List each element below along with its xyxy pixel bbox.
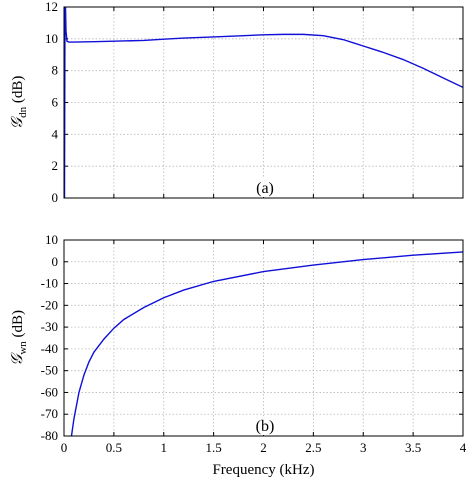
x-tick-label: 2.5: [305, 440, 321, 455]
series-line: [70, 251, 463, 436]
y-axis-unit: (dB): [10, 76, 26, 107]
x-tick-label: 2: [260, 440, 267, 455]
x-tick-label: 3.5: [405, 440, 421, 455]
y-axis-subscript: dn: [17, 106, 29, 118]
y-tick-label: 10: [45, 232, 58, 247]
y-axis-symbol: 𝒢: [7, 115, 26, 129]
y-tick-label: -10: [41, 276, 58, 291]
x-tick-label: 3: [360, 440, 367, 455]
x-axis-label: Frequency (kHz): [212, 462, 314, 478]
plot-border: [63, 6, 464, 199]
x-tick-label: 0: [61, 440, 68, 455]
x-tick-label: 0.5: [106, 440, 122, 455]
y-axis-label: 𝒢wn (dB): [7, 310, 29, 366]
y-axis-label: 𝒢dn (dB): [7, 76, 29, 130]
y-tick-label: 2: [52, 158, 59, 173]
y-tick-label: -50: [41, 363, 58, 378]
plot-border: [63, 239, 464, 437]
panel-a: 0 2 4 6 8 10 12 (a) 𝒢dn (dB): [7, 0, 464, 205]
x-tick-label: 4: [460, 440, 467, 455]
y-tick-label: -80: [41, 428, 58, 443]
panel-label-bg: [250, 178, 280, 197]
panel-label-bg: [250, 416, 280, 435]
y-axis-unit: (dB): [10, 310, 26, 341]
y-tick-label: 6: [52, 95, 59, 110]
y-tick-label: 4: [52, 126, 59, 141]
y-tick-label: -20: [41, 297, 58, 312]
y-tick-label: 0: [52, 254, 59, 269]
y-tick-label: -60: [41, 384, 58, 399]
y-tick-label: -70: [41, 406, 58, 421]
y-tick-label: 12: [45, 0, 58, 14]
series-line: [64, 7, 463, 198]
y-tick-label: 8: [52, 63, 59, 78]
panel-b: -80 -70 -60 -50 -40 -30 -20 -10 0 10 0 0.5 1 1.5 2 2.5 3…: [7, 232, 467, 478]
x-tick-label: 1.5: [206, 440, 222, 455]
y-tick-label: 10: [45, 31, 58, 46]
y-axis-subscript: wn: [17, 341, 29, 355]
x-tick-label: 1: [161, 440, 168, 455]
y-tick-label: -40: [41, 341, 58, 356]
y-tick-label: 0: [52, 190, 59, 205]
y-tick-label: -30: [41, 319, 58, 334]
panel-label: (a): [256, 180, 274, 197]
panel-label: (b): [256, 418, 275, 435]
y-axis-symbol: 𝒢: [7, 352, 26, 366]
